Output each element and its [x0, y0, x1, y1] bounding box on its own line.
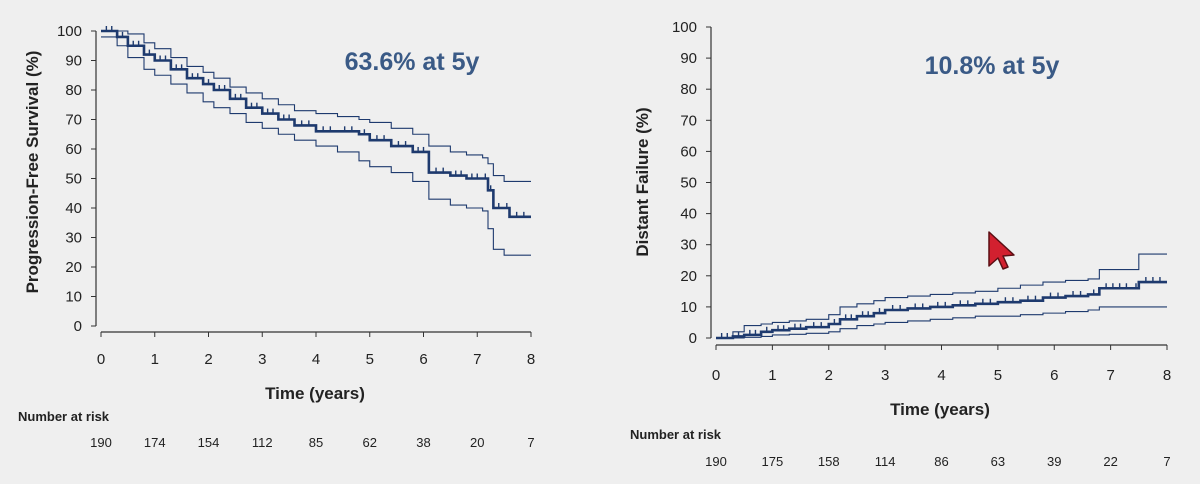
pfs-y-tick-label: 100 — [57, 23, 82, 40]
pfs-risk-value: 7 — [527, 435, 534, 450]
pfs-risk-value: 85 — [309, 435, 323, 450]
pfs-y-tick-label: 50 — [65, 171, 82, 188]
df-x-tick-label: 1 — [768, 367, 776, 384]
pfs-x-tick-label: 6 — [419, 351, 427, 368]
df-y-tick-label: 40 — [680, 206, 697, 223]
pfs-x-tick-label: 7 — [473, 351, 481, 368]
pfs-risk-value: 190 — [90, 435, 112, 450]
df-x-tick-label: 6 — [1050, 367, 1058, 384]
df-risk-value: 158 — [818, 454, 840, 469]
df-lower-curve — [716, 306, 1167, 339]
df-risk-value: 63 — [991, 454, 1005, 469]
pfs-x-tick-label: 2 — [204, 351, 212, 368]
df-y-tick-label: 50 — [680, 175, 697, 192]
df-x-tick-label: 0 — [712, 367, 720, 384]
distant-failure-chart: 10.8% at 5y Distant Failure (%) Time (ye… — [630, 19, 1171, 469]
df-risk-value: 39 — [1047, 454, 1061, 469]
pfs-chart: 63.6% at 5y Progression-Free Survival (%… — [18, 23, 535, 450]
df-y-tick-label: 20 — [680, 268, 697, 285]
df-risk-title: Number at risk — [630, 427, 722, 442]
pfs-y-tick-label: 90 — [65, 53, 82, 70]
mouse-pointer-icon — [988, 231, 1015, 270]
df-risk-value: 175 — [762, 454, 784, 469]
pfs-y-tick-label: 10 — [65, 289, 82, 306]
df-risk-value: 190 — [705, 454, 727, 469]
df-y-axis-title: Distant Failure (%) — [633, 107, 652, 256]
df-y-tick-label: 80 — [680, 81, 697, 98]
pfs-y-tick-label: 70 — [65, 112, 82, 129]
pfs-y-tick-label: 0 — [74, 318, 82, 335]
pfs-risk-value: 174 — [144, 435, 166, 450]
pfs-x-tick-label: 3 — [258, 351, 266, 368]
df-risk-value: 86 — [934, 454, 948, 469]
df-y-tick-label: 100 — [672, 19, 697, 36]
df-x-tick-label: 3 — [881, 367, 889, 384]
pfs-y-tick-label: 80 — [65, 82, 82, 99]
df-risk-value: 22 — [1103, 454, 1117, 469]
pfs-lower-curve — [101, 36, 531, 256]
pfs-y-tick-label: 60 — [65, 141, 82, 158]
pfs-y-tick-label: 30 — [65, 230, 82, 247]
pfs-x-axis-title: Time (years) — [265, 384, 365, 403]
df-x-tick-label: 4 — [937, 367, 945, 384]
df-x-tick-label: 2 — [825, 367, 833, 384]
pfs-y-tick-label: 40 — [65, 200, 82, 217]
pfs-y-axis-title: Progression-Free Survival (%) — [23, 51, 42, 294]
pfs-risk-value: 62 — [363, 435, 377, 450]
df-x-tick-label: 8 — [1163, 367, 1171, 384]
pfs-risk-value: 38 — [416, 435, 430, 450]
pfs-x-tick-label: 1 — [151, 351, 159, 368]
pfs-risk-value: 154 — [198, 435, 220, 450]
df-upper-curve — [716, 253, 1167, 339]
pfs-annotation: 63.6% at 5y — [345, 48, 480, 76]
df-y-tick-label: 60 — [680, 143, 697, 160]
df-risk-value: 7 — [1163, 454, 1170, 469]
df-y-tick-label: 0 — [689, 330, 697, 347]
pfs-y-tick-label: 20 — [65, 259, 82, 276]
pfs-upper-curve — [101, 30, 531, 182]
df-x-tick-label: 5 — [994, 367, 1002, 384]
pfs-risk-title: Number at risk — [18, 409, 110, 424]
df-x-axis-title: Time (years) — [890, 400, 990, 419]
df-x-tick-label: 7 — [1106, 367, 1114, 384]
df-y-tick-label: 10 — [680, 299, 697, 316]
df-y-tick-label: 70 — [680, 112, 697, 129]
pfs-x-tick-label: 0 — [97, 351, 105, 368]
pfs-x-tick-label: 8 — [527, 351, 535, 368]
pfs-x-tick-label: 4 — [312, 351, 320, 368]
pfs-x-tick-label: 5 — [366, 351, 374, 368]
pfs-risk-value: 112 — [252, 435, 273, 450]
df-y-tick-label: 30 — [680, 237, 697, 254]
df-annotation: 10.8% at 5y — [925, 52, 1060, 80]
pfs-risk-value: 20 — [470, 435, 484, 450]
df-y-tick-label: 90 — [680, 50, 697, 67]
df-risk-value: 114 — [875, 454, 896, 469]
